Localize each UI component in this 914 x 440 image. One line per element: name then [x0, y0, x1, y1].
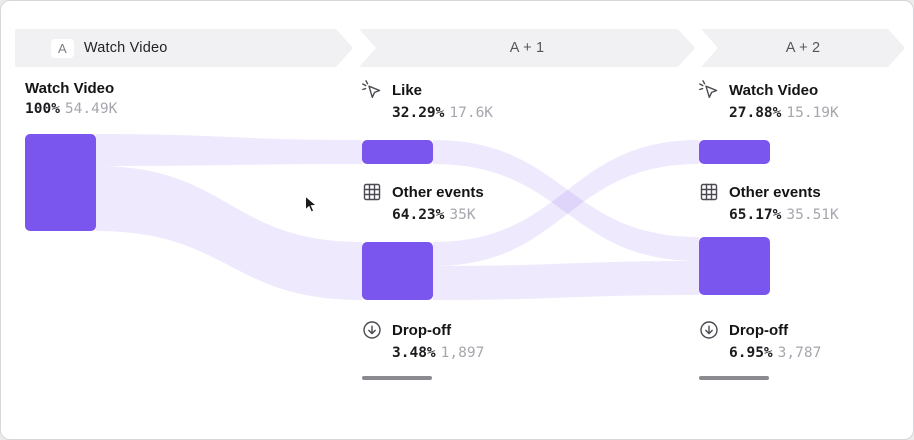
grid-icon	[700, 183, 718, 201]
sankey-node-drop-off-1[interactable]	[362, 376, 432, 380]
node-count: 17.6K	[449, 105, 494, 121]
node-percent: 6.95%	[729, 345, 773, 361]
node-title: Other events	[392, 183, 484, 201]
node-count: 1,897	[440, 345, 485, 361]
mouse-cursor	[305, 195, 318, 213]
node-count: 54.49K	[64, 101, 118, 117]
node-title: Watch Video	[25, 80, 115, 97]
step-label: A + 2	[785, 40, 821, 56]
node-label-drop-off-1: Drop-off 3.48% 1,897	[361, 319, 484, 361]
node-title: Watch Video	[729, 81, 819, 99]
node-label-drop-off-2: Drop-off 6.95% 3,787	[698, 319, 821, 361]
step-badge: A	[51, 39, 74, 58]
node-label-a-watch-video: Watch Video 100% 54.49K	[25, 80, 117, 117]
node-title: Drop-off	[729, 321, 789, 339]
arrow-down-circle-icon	[363, 321, 381, 339]
flow-watchvideo-to-otherevents[interactable]	[96, 166, 362, 300]
node-percent: 3.48%	[392, 345, 436, 361]
cursor-click-icon	[362, 80, 381, 98]
arrow-down-circle-icon	[700, 321, 718, 339]
flow-otherevents-to-watchvideo2[interactable]	[433, 140, 699, 266]
node-title: Like	[392, 81, 423, 99]
node-percent: 100%	[25, 101, 60, 117]
node-label-like: Like 32.29% 17.6K	[361, 79, 493, 121]
node-count: 35.51K	[786, 207, 839, 223]
node-percent: 32.29%	[392, 105, 445, 121]
sankey-node-drop-off-2[interactable]	[699, 376, 769, 380]
sankey-node-watch-video-2[interactable]	[699, 140, 770, 164]
sankey-node-like[interactable]	[362, 140, 433, 164]
node-label-other-events-1: Other events 64.23% 35K	[361, 181, 484, 223]
node-label-watch-video-2: Watch Video 27.88% 15.19K	[698, 79, 839, 121]
sankey-node-other-events-1[interactable]	[362, 242, 433, 300]
cursor-click-icon	[699, 80, 718, 98]
flow-like-to-otherevents2[interactable]	[433, 140, 699, 261]
node-title: Drop-off	[392, 321, 452, 339]
node-percent: 65.17%	[729, 207, 782, 223]
node-percent: 27.88%	[729, 105, 782, 121]
node-percent: 64.23%	[392, 207, 445, 223]
node-count: 35K	[449, 207, 476, 223]
flow-otherevents-to-otherevents2[interactable]	[433, 261, 699, 300]
step-label: Watch Video	[83, 40, 168, 56]
step-header-a[interactable]: A Watch Video	[15, 29, 353, 67]
node-count: 3,787	[777, 345, 822, 361]
step-header-a2[interactable]: A + 2	[701, 29, 905, 67]
step-header-a1[interactable]: A + 1	[359, 29, 695, 67]
sankey-node-a-watch-video[interactable]	[25, 134, 96, 231]
grid-icon	[363, 183, 381, 201]
node-count: 15.19K	[786, 105, 839, 121]
step-label: A + 1	[509, 40, 545, 56]
node-label-other-events-2: Other events 65.17% 35.51K	[698, 181, 839, 223]
flow-watchvideo-to-like[interactable]	[96, 134, 362, 166]
node-title: Other events	[729, 183, 821, 201]
sankey-node-other-events-2[interactable]	[699, 237, 770, 295]
